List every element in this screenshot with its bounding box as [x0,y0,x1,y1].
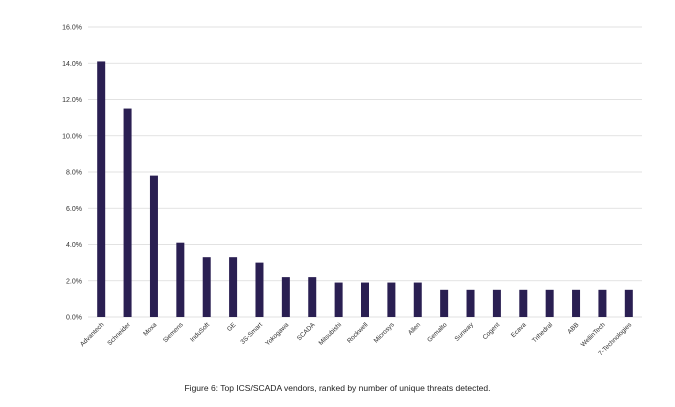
y-tick-label: 8.0% [66,170,82,177]
x-tick-label: Cogent [482,321,502,341]
x-tick-label: Siemens [162,321,185,344]
bar-3s-smart [255,262,264,317]
x-tick-label: Rockwell [346,321,370,345]
y-axis-ticks: 0.0% 2.0% 4.0% 6.0% 8.0% 10.0% 12.0% 14.0% 16.0% [62,25,82,322]
bar-gemalto [440,289,449,317]
x-tick-label: Sunway [454,321,476,343]
y-tick-label: 14.0% [62,61,82,68]
x-tick-label: Ecava [510,321,528,339]
y-tick-label: 2.0% [66,278,82,285]
x-tick-label: Schneider [106,321,132,347]
bar-schneider [123,108,132,317]
x-tick-label: Mitsubishi [318,321,343,346]
x-tick-label: Gemalto [426,321,449,344]
y-tick-label: 6.0% [66,206,82,213]
x-tick-label: GE [226,321,238,333]
bar-microsys [387,282,396,317]
x-axis-labels: Advantech Schneider Moxa Siemens InduSoft GE 3… [79,321,634,357]
bars [97,61,633,317]
y-tick-label: 12.0% [62,97,82,104]
y-tick-label: 4.0% [66,242,82,249]
bar-yokogawa [281,277,290,317]
bar-ge [229,257,238,317]
bar-scada [308,277,317,317]
y-tick-label: 10.0% [62,133,82,140]
x-tick-label: ABB [566,321,580,335]
figure-caption: Figure 6: Top ICS/SCADA vendors, ranked … [184,383,491,393]
bar-mitsubishi [334,282,343,317]
x-tick-label: Trihedral [531,321,554,344]
y-tick-label: 0.0% [66,315,82,322]
bar-siemens [176,242,185,317]
x-tick-label: WellinTech [580,321,607,348]
bar-7-technologies [624,289,633,317]
x-tick-label: Moxa [142,321,158,337]
x-tick-label: Yokogawa [264,321,290,347]
bar-indusoft [202,257,211,317]
bar-rockwell [361,282,369,317]
bar-allen [413,282,422,317]
x-tick-label: Allen [407,321,422,336]
x-tick-label: Advantech [79,321,106,348]
bar-ecava [519,289,528,317]
x-tick-label: 3S-Smart [240,321,264,345]
bar-advantech [97,61,106,317]
bar-sunway [466,289,475,317]
bar-wellintech [598,289,607,317]
bar-moxa [149,175,158,317]
bar-chart: 0.0% 2.0% 4.0% 6.0% 8.0% 10.0% 12.0% 14.0% 16.0%… [62,25,642,357]
y-tick-label: 16.0% [62,25,82,32]
bar-cogent [492,289,501,317]
bar-trihedral [545,289,554,317]
x-tick-label: InduSoft [189,321,211,343]
gridlines [88,26,642,318]
x-tick-label: SCADA [296,321,317,342]
x-tick-label: Microsys [373,321,397,345]
bar-abb [572,289,581,317]
